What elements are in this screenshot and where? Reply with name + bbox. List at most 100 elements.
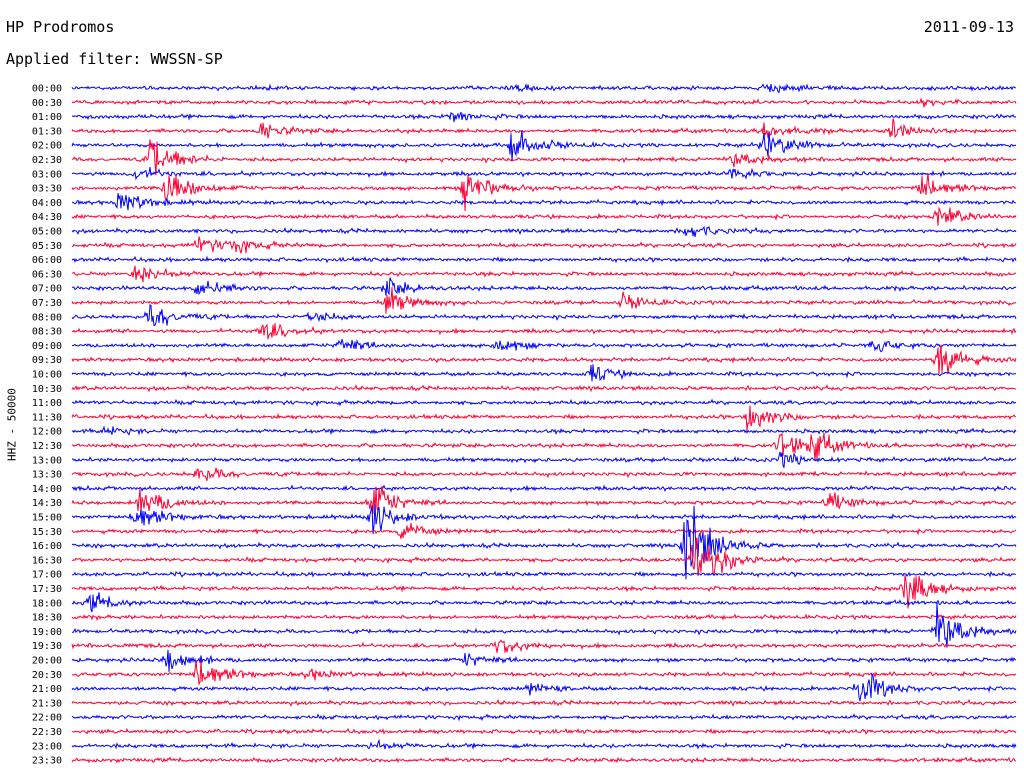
trace-row (71, 255, 1017, 264)
trace-row (71, 451, 1017, 468)
trace-row (71, 277, 1017, 296)
row-label: 07:30 (32, 298, 62, 309)
trace-row (71, 523, 1017, 539)
row-label: 18:00 (32, 598, 62, 609)
row-label: 01:00 (32, 112, 62, 123)
trace-row (71, 173, 1017, 212)
trace-row (71, 97, 1017, 108)
row-label: 17:00 (32, 570, 62, 581)
row-label: 23:30 (32, 756, 62, 767)
row-label: 14:30 (32, 498, 62, 509)
trace-row (71, 398, 1016, 407)
trace-row (71, 206, 1017, 226)
trace-row (71, 118, 1017, 139)
row-label: 13:30 (32, 470, 62, 481)
trace-row (71, 304, 1017, 327)
row-label: 04:30 (32, 212, 62, 223)
trace-row (71, 602, 1017, 648)
trace-row (71, 485, 1017, 514)
trace-row (71, 344, 1017, 375)
row-label: 20:00 (32, 656, 62, 667)
trace-row (71, 660, 1017, 685)
row-label: 06:30 (32, 269, 62, 280)
row-label: 15:30 (32, 527, 62, 538)
trace-row (71, 537, 1017, 577)
row-label: 03:30 (32, 184, 62, 195)
trace-row (71, 425, 1017, 436)
row-label: 18:30 (32, 613, 62, 624)
trace-row (71, 467, 1017, 481)
trace-row (71, 738, 1017, 750)
row-label: 06:00 (32, 255, 62, 266)
trace-row (71, 265, 1017, 283)
row-label: 21:30 (32, 698, 62, 709)
row-label: 02:00 (32, 141, 62, 152)
row-label: 04:00 (32, 198, 62, 209)
row-label: 01:30 (32, 126, 62, 137)
trace-row (71, 287, 1017, 314)
row-label: 13:00 (32, 455, 62, 466)
trace-row (71, 484, 1017, 493)
trace-row (71, 338, 1017, 353)
trace-row (71, 193, 1017, 211)
row-label: 05:30 (32, 241, 62, 252)
filter-label: Applied filter: WWSSN-SP (6, 50, 223, 68)
row-label: 19:00 (32, 627, 62, 638)
trace-row (71, 570, 1017, 579)
trace-row (71, 592, 1016, 613)
row-label: 09:00 (32, 341, 62, 352)
row-label: 22:30 (32, 727, 62, 738)
trace-row (71, 727, 1017, 736)
row-label: 12:00 (32, 427, 62, 438)
trace-row (71, 236, 1017, 254)
station-title: HP Prodromos (6, 18, 115, 36)
row-label: 00:00 (32, 84, 62, 95)
row-label: 19:30 (32, 641, 62, 652)
row-label: 00:30 (32, 98, 62, 109)
row-label: 14:00 (32, 484, 62, 495)
row-label: 15:00 (32, 513, 62, 524)
row-label: 11:30 (32, 412, 62, 423)
trace-row (71, 713, 1017, 722)
row-label: 07:00 (32, 284, 62, 295)
trace-row (71, 649, 1017, 672)
row-label: 20:30 (32, 670, 62, 681)
row-label: 23:00 (32, 741, 62, 752)
trace-row (71, 364, 1017, 382)
row-label: 08:00 (32, 312, 62, 323)
trace-row (71, 756, 1017, 764)
row-label: 05:00 (32, 227, 62, 238)
trace-row (71, 432, 1017, 462)
trace-row (71, 167, 1017, 181)
row-label: 16:30 (32, 555, 62, 566)
row-label: 03:00 (32, 169, 62, 180)
trace-row (71, 323, 1017, 340)
trace-row (71, 384, 1017, 393)
row-label: 21:00 (32, 684, 62, 695)
trace-row (71, 672, 1017, 702)
trace-row (71, 405, 1017, 430)
row-label: 10:30 (32, 384, 62, 395)
trace-row (71, 575, 1017, 609)
date-label: 2011-09-13 (923, 18, 1014, 36)
trace-row (71, 225, 1017, 238)
trace-row (71, 698, 1017, 707)
trace-row (71, 83, 1017, 94)
trace-row (71, 111, 1017, 123)
trace-row (71, 505, 1017, 580)
row-label: 17:30 (32, 584, 62, 595)
trace-row (71, 639, 1017, 653)
row-label: 08:30 (32, 327, 62, 338)
trace-row (71, 613, 1017, 622)
trace-row (71, 504, 1017, 535)
row-label: 22:00 (32, 713, 62, 724)
row-label: 02:30 (32, 155, 62, 166)
row-label: 16:00 (32, 541, 62, 552)
trace-row (71, 130, 1017, 162)
trace-row (71, 139, 1017, 176)
row-label: 10:00 (32, 370, 62, 381)
row-label: 11:00 (32, 398, 62, 409)
row-label: 12:30 (32, 441, 62, 452)
row-label: 09:30 (32, 355, 62, 366)
